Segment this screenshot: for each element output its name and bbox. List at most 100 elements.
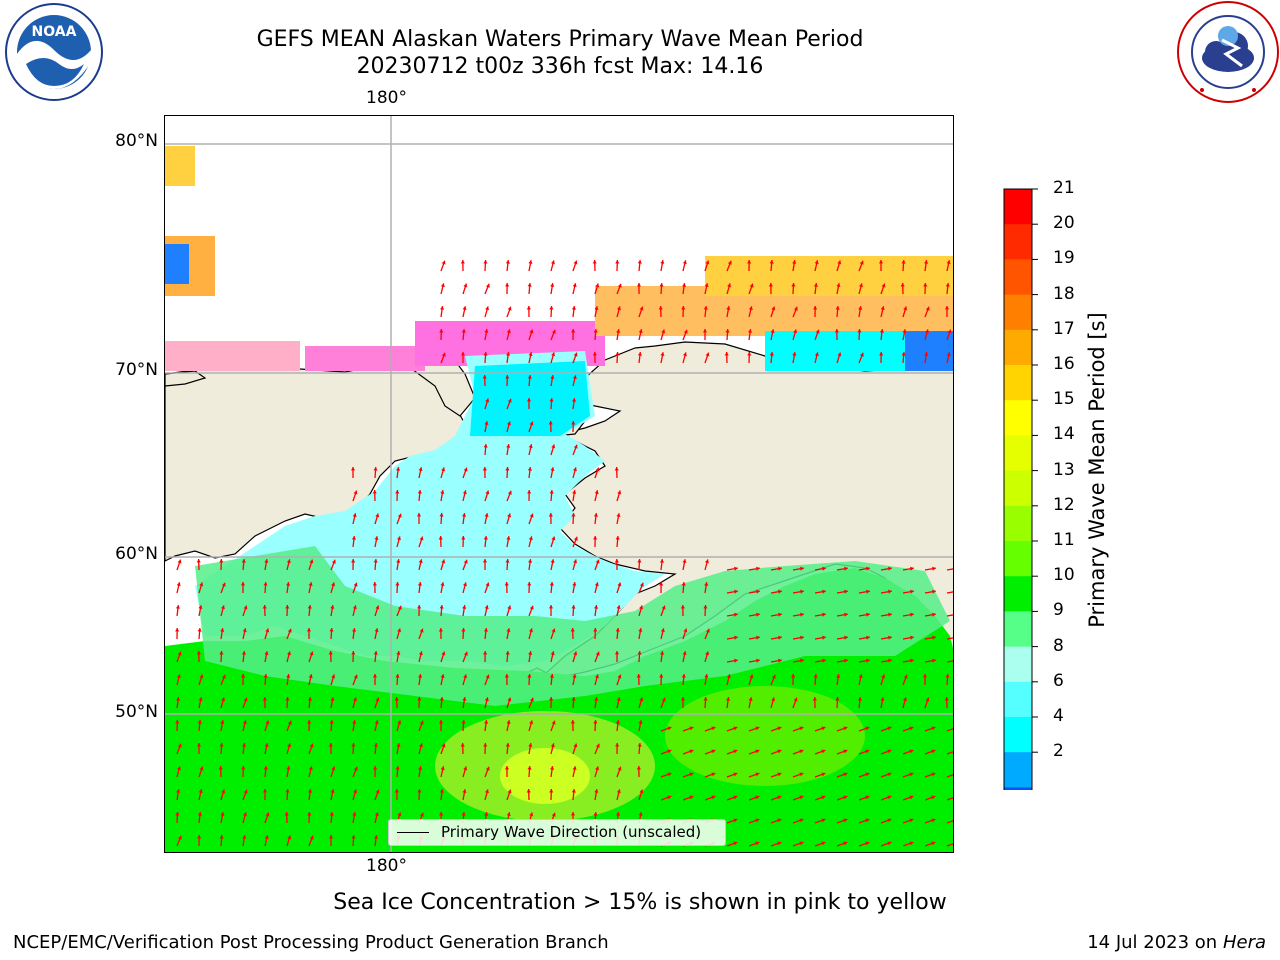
wave-arrow-head bbox=[395, 766, 400, 770]
wave-arrow-head bbox=[859, 352, 864, 357]
wave-arrow-head bbox=[881, 674, 886, 679]
wave-arrow-head bbox=[571, 329, 576, 333]
wave-arrow-head bbox=[439, 513, 444, 517]
wave-arrow-head bbox=[461, 536, 466, 540]
wave-arrow-head bbox=[352, 697, 357, 702]
wave-arrow-head bbox=[924, 352, 929, 356]
wave-arrow-head bbox=[909, 841, 914, 846]
wave-arrow-head bbox=[879, 329, 884, 333]
wave-arrow-head bbox=[704, 674, 709, 678]
wave-arrow-head bbox=[680, 605, 685, 609]
lon-label-bottom: 180° bbox=[366, 856, 407, 876]
wave-arrow-head bbox=[777, 772, 782, 777]
wave-arrow-head bbox=[813, 283, 818, 287]
wave-arrow-head bbox=[616, 329, 621, 333]
wave-arrow-head bbox=[792, 352, 797, 356]
wave-arrow-head bbox=[353, 674, 358, 679]
wave-arrow-head bbox=[308, 789, 313, 793]
wave-arrow-head bbox=[328, 651, 333, 655]
wave-arrow-head bbox=[733, 841, 738, 846]
wave-arrow-head bbox=[328, 743, 333, 747]
wave-arrow-head bbox=[945, 674, 950, 678]
wave-arrow-head bbox=[815, 329, 820, 334]
wave-arrow-head bbox=[844, 612, 848, 617]
wave-arrow-head bbox=[527, 283, 532, 287]
wave-arrow-head bbox=[931, 818, 936, 823]
wave-arrow-head bbox=[330, 697, 335, 701]
wave-arrow-head bbox=[439, 812, 444, 816]
wave-arrow-head bbox=[528, 444, 533, 449]
wave-arrow-head bbox=[527, 766, 532, 770]
wave-arrow-head bbox=[726, 306, 731, 310]
wave-arrow-head bbox=[711, 749, 716, 754]
wave-arrow-head bbox=[505, 743, 510, 747]
wave-arrow-head bbox=[485, 283, 490, 288]
wave-arrow-head bbox=[800, 635, 804, 640]
colorbar-swatch bbox=[1004, 611, 1032, 648]
wave-arrow-head bbox=[925, 306, 930, 311]
footer-host: Hera bbox=[1222, 932, 1266, 953]
wave-arrow-head bbox=[637, 743, 642, 747]
wave-arrow-head bbox=[330, 605, 335, 609]
wave-arrow-head bbox=[910, 612, 914, 617]
wave-arrow-head bbox=[756, 566, 760, 571]
wave-arrow-head bbox=[505, 559, 510, 563]
wave-arrow-head bbox=[835, 697, 840, 701]
wave-arrow-head bbox=[528, 628, 533, 633]
wave-arrow-head bbox=[396, 559, 401, 563]
wave-arrow-head bbox=[843, 749, 848, 754]
wave-arrow-head bbox=[799, 726, 804, 731]
wave-arrow-head bbox=[177, 559, 182, 564]
wave-arrow-head bbox=[572, 674, 577, 678]
wave-arrow-head bbox=[462, 490, 467, 495]
wave-arrow-head bbox=[460, 260, 465, 264]
noaa-logo-icon: NOAA bbox=[4, 2, 104, 102]
map-legend: Primary Wave Direction (unscaled) bbox=[388, 819, 726, 846]
wave-arrow-head bbox=[529, 605, 534, 610]
wave-arrow-head bbox=[659, 283, 664, 287]
wave-arrow-head bbox=[844, 589, 848, 594]
wave-arrow-head bbox=[800, 658, 804, 663]
wave-arrow-head bbox=[419, 628, 424, 633]
wave-arrow-head bbox=[196, 743, 202, 747]
map-canvas bbox=[165, 116, 954, 852]
wave-arrow-head bbox=[309, 743, 314, 748]
wave-arrow-head bbox=[932, 612, 936, 617]
wave-arrow-head bbox=[572, 582, 577, 586]
wave-arrow-head bbox=[218, 766, 223, 770]
wave-arrow-head bbox=[660, 260, 665, 264]
wave-arrow-head bbox=[506, 720, 511, 725]
wave-arrow-head bbox=[711, 772, 716, 777]
wave-arrow-head bbox=[857, 697, 862, 701]
wave-arrow-head bbox=[571, 513, 576, 517]
wave-arrow-head bbox=[570, 720, 575, 724]
wave-arrow-head bbox=[220, 812, 225, 816]
wave-arrow-head bbox=[549, 789, 554, 793]
wave-arrow-head bbox=[485, 398, 490, 403]
colorbar-swatch bbox=[1004, 329, 1032, 366]
wave-arrow-head bbox=[799, 841, 804, 846]
colorbar-tick-label: 13 bbox=[1053, 459, 1075, 480]
wave-arrow-head bbox=[733, 818, 738, 823]
wave-arrow-head bbox=[658, 306, 663, 310]
wave-arrow-head bbox=[617, 283, 622, 288]
wave-arrow-head bbox=[887, 795, 892, 800]
wave-arrow-head bbox=[196, 651, 201, 655]
wave-arrow-head bbox=[504, 674, 509, 678]
wave-arrow-head bbox=[242, 720, 247, 725]
wave-arrow-head bbox=[945, 283, 950, 287]
wave-arrow-head bbox=[800, 589, 804, 594]
wave-arrow-head bbox=[286, 559, 291, 564]
wave-arrow-head bbox=[594, 490, 599, 495]
wave-arrow-head bbox=[931, 795, 936, 800]
wave-arrow-head bbox=[683, 628, 688, 633]
wave-arrow-head bbox=[263, 674, 268, 678]
wave-arrow-head bbox=[703, 697, 708, 701]
wave-arrow-head bbox=[418, 766, 423, 770]
wave-arrow-head bbox=[689, 749, 694, 754]
wave-arrow-head bbox=[944, 306, 950, 310]
wave-arrow-head bbox=[571, 697, 576, 701]
wave-arrow-head bbox=[551, 444, 556, 449]
wave-arrow-head bbox=[953, 841, 954, 845]
wave-arrow-head bbox=[176, 789, 181, 793]
